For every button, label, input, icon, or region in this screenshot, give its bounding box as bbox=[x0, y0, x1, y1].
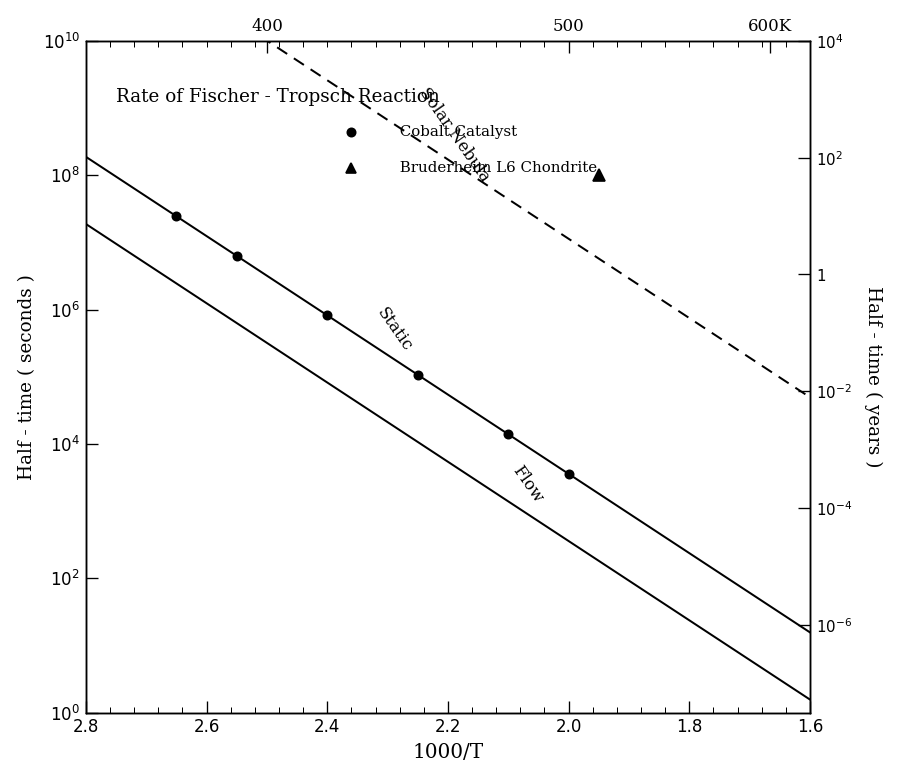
Y-axis label: Half - time ( seconds ): Half - time ( seconds ) bbox=[18, 274, 36, 480]
Text: Bruderheim L6 Chondrite: Bruderheim L6 Chondrite bbox=[375, 161, 597, 176]
Y-axis label: Half - time ( years ): Half - time ( years ) bbox=[864, 286, 882, 467]
Text: Rate of Fischer - Tropsch Reaction: Rate of Fischer - Tropsch Reaction bbox=[116, 88, 440, 106]
Text: Solar Nebula: Solar Nebula bbox=[416, 84, 493, 185]
Text: Flow: Flow bbox=[508, 463, 546, 506]
Text: Static: Static bbox=[374, 305, 416, 355]
X-axis label: 1000/T: 1000/T bbox=[412, 743, 483, 762]
Text: Cobalt Catalyst: Cobalt Catalyst bbox=[375, 125, 517, 139]
